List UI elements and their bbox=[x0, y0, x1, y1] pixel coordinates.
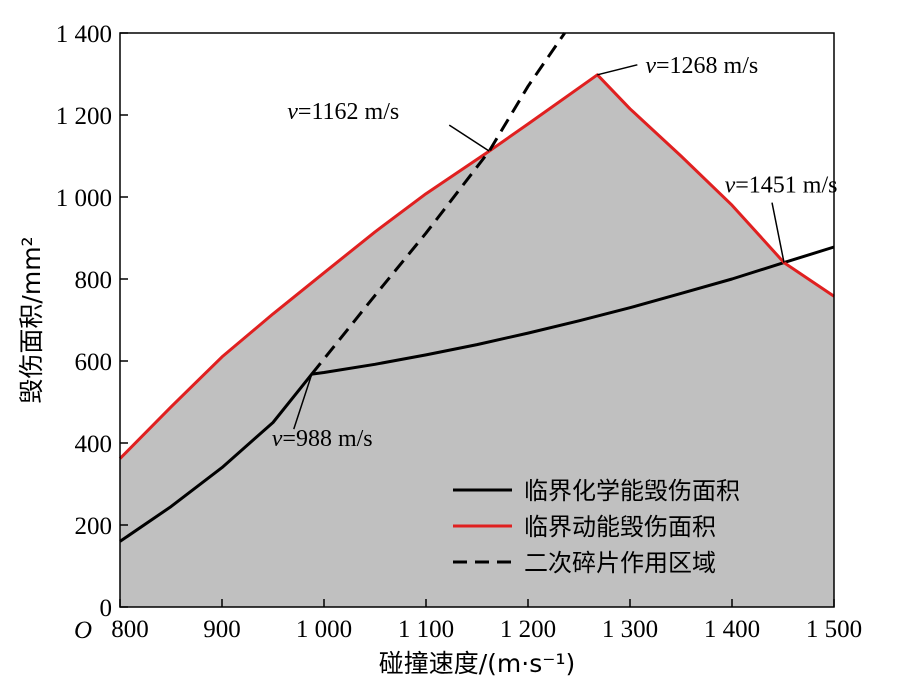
y-tick-label: 1 400 bbox=[56, 21, 112, 48]
series-line-3 bbox=[310, 32, 566, 376]
y-tick-label: 1 000 bbox=[56, 185, 112, 212]
y-tick-label: 200 bbox=[75, 513, 113, 540]
axis-layer: 800 900 1 000 1 100 1 200 1 300 1 400 1 500 0 200… bbox=[56, 21, 862, 643]
shaded-damage-area bbox=[120, 74, 834, 608]
shaded-area-layer bbox=[120, 74, 834, 608]
x-tick-label: 1 000 bbox=[296, 616, 352, 643]
x-axis-title: 碰撞速度/(m·s⁻¹) bbox=[379, 649, 575, 678]
origin-label: O bbox=[74, 617, 92, 644]
y-tick-label: 600 bbox=[75, 349, 113, 376]
legend-label: 临界动能毁伤面积 bbox=[524, 513, 716, 541]
annotation-label: v=988 m/s bbox=[272, 426, 373, 452]
y-tick-label: 1 200 bbox=[56, 103, 112, 130]
x-tick-label: 1 400 bbox=[704, 616, 760, 643]
x-tick-label: 900 bbox=[203, 616, 241, 643]
annotation-leader bbox=[293, 373, 313, 430]
x-tick-label: 1 100 bbox=[398, 616, 454, 643]
y-tick-label: 0 bbox=[100, 595, 113, 622]
x-tick-label: 1 300 bbox=[602, 616, 658, 643]
series-line-1 bbox=[119, 245, 835, 543]
x-tick-label: 1 500 bbox=[806, 616, 862, 643]
x-tick-label: 1 200 bbox=[500, 616, 556, 643]
annotation-leader bbox=[771, 202, 785, 263]
y-tick-label: 800 bbox=[75, 267, 113, 294]
annotation-label: v=1268 m/s bbox=[645, 53, 758, 79]
annotation-label: v=1162 m/s bbox=[287, 99, 399, 125]
plot-frame bbox=[119, 32, 835, 608]
x-tick-label: 800 bbox=[111, 616, 149, 643]
annotation-leader bbox=[597, 64, 638, 76]
y-tick-label: 400 bbox=[75, 431, 113, 458]
legend-label: 临界化学能毁伤面积 bbox=[524, 477, 740, 505]
annotation-label: v=1451 m/s bbox=[725, 173, 838, 199]
legend-label: 二次碎片作用区域 bbox=[524, 549, 716, 577]
annotation-leader bbox=[448, 124, 490, 152]
annotation-layer: v=988 m/s v=1162 m/s v=1268 m/s v=1451 m/s bbox=[272, 53, 838, 452]
y-axis-title: 毁伤面积/mm² bbox=[17, 236, 46, 403]
